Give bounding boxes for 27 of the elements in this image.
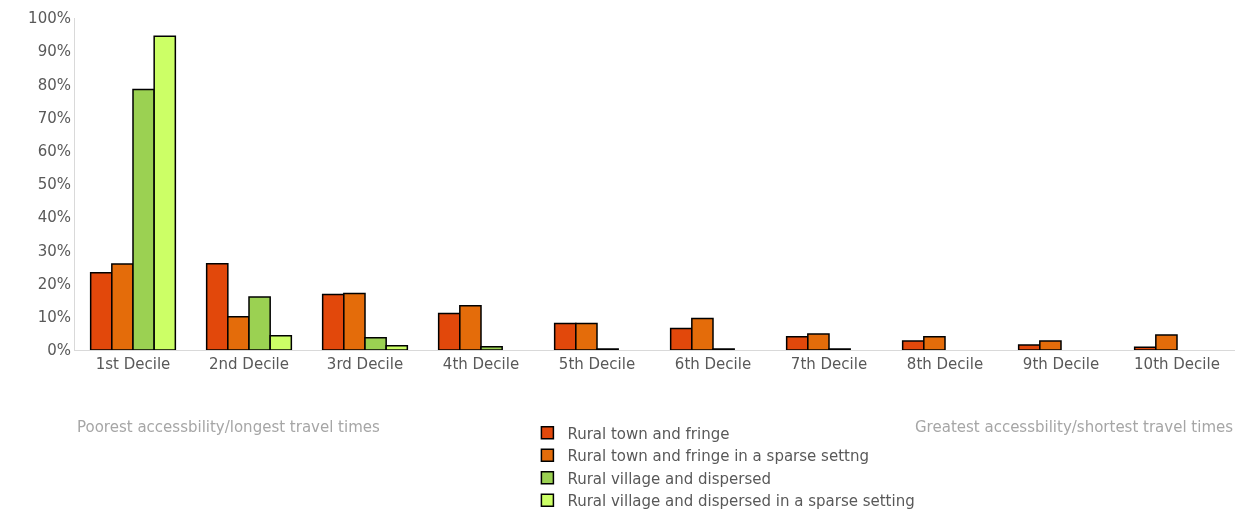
legend-label: Rural town and fringe xyxy=(567,424,730,443)
x-tick-label: 1st Decile xyxy=(95,355,171,373)
y-tick-label: 30% xyxy=(37,241,71,260)
y-tick-label: 70% xyxy=(37,108,71,127)
y-tick-label: 20% xyxy=(37,274,71,293)
y-tick-label: 60% xyxy=(37,142,71,161)
legend-label: Rural village and dispersed in a sparse setting xyxy=(567,492,915,510)
x-tick-label: 6th Decile xyxy=(674,355,752,373)
text: Poorest accessbility/longest travel times xyxy=(77,418,381,436)
x-tick-label: 5th Decile xyxy=(558,355,636,373)
y-tick-label: 100% xyxy=(28,9,71,28)
y-tick-label: 10% xyxy=(37,308,71,327)
x-tick-label: 10th Decile xyxy=(1134,355,1220,373)
x-tick-label: 8th Decile xyxy=(906,355,984,373)
y-tick-label: 0% xyxy=(47,341,71,360)
x-tick-label: 7th Decile xyxy=(790,355,868,373)
y-tick-label: 50% xyxy=(37,175,71,194)
y-tick-label: 80% xyxy=(37,75,71,94)
text: Greatest accessbility/shortest travel times xyxy=(915,418,1234,436)
x-tick-label: 2nd Decile xyxy=(209,355,289,373)
legend-label: Rural town and fringe in a sparse settng xyxy=(567,447,869,465)
y-tick-label: 90% xyxy=(37,42,71,61)
x-tick-label: 4th Decile xyxy=(442,355,520,373)
legend-label: Rural village and dispersed xyxy=(567,469,772,488)
x-tick-label: 3rd Decile xyxy=(326,355,404,373)
y-tick-label: 40% xyxy=(37,208,71,227)
x-tick-label: 9th Decile xyxy=(1022,355,1100,373)
